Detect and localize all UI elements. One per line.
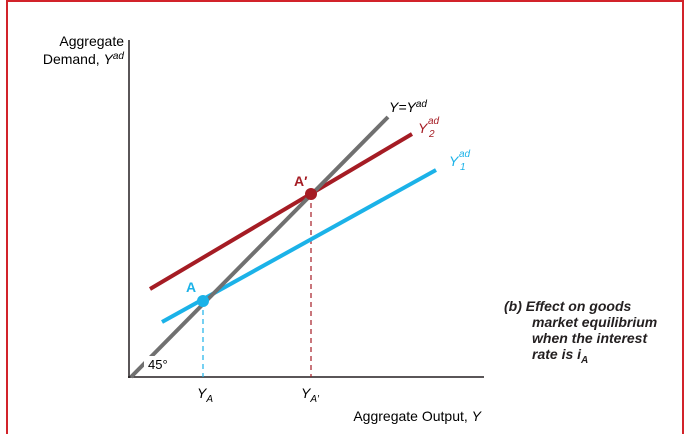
caption-body: market equilibrium when the interest rat… xyxy=(504,314,680,369)
aggregate-demand-line-2 xyxy=(148,132,414,291)
demand-line-2-label-sup: ad xyxy=(428,116,440,127)
y-axis-label-line1: Aggregate xyxy=(59,33,124,49)
demand-line-2-label-sub: 2 xyxy=(428,129,435,140)
equilibrium-point-A-prime xyxy=(305,188,317,200)
tick-label-YA-prime-sub: A′ xyxy=(309,394,320,405)
point-A-label: A xyxy=(186,279,196,295)
frame-top-border xyxy=(6,0,684,2)
tick-label-YA: YA xyxy=(197,385,213,405)
caption-line-3: when the interest xyxy=(532,330,648,346)
45-degree-line xyxy=(129,115,390,379)
frame-left-border xyxy=(6,0,8,434)
y-axis-label-var: Y xyxy=(104,51,115,67)
angle-label: 45° xyxy=(148,357,168,372)
demand-line-1-label: Y xyxy=(449,153,460,169)
caption-line-4-text: rate is xyxy=(532,346,578,362)
tick-label-YA-sub: A xyxy=(205,394,213,405)
x-axis-label-text: Aggregate Output, xyxy=(353,408,471,424)
demand-line-1-label-sub: 1 xyxy=(460,162,466,173)
45-degree-line-label: Y=Yad xyxy=(389,99,427,115)
caption-line-2: market equilibrium xyxy=(532,314,658,330)
y-axis-label-line2: Demand, Yad xyxy=(43,51,125,67)
45-degree-line-label-sup: ad xyxy=(416,99,428,110)
caption-rate-sub: A xyxy=(581,354,589,366)
angle-label-background xyxy=(144,356,177,373)
y-axis-label-sup: ad xyxy=(113,51,125,62)
point-A-prime-label: A′ xyxy=(294,173,308,189)
tick-label-YA-prime-main: Y xyxy=(301,385,312,401)
45-degree-line-label-main: Y=Y xyxy=(389,99,418,115)
caption-rate-var: i xyxy=(577,346,582,362)
x-axis-label: Aggregate Output, Y xyxy=(353,408,482,424)
caption-line-1: (b) Effect on goods xyxy=(504,298,632,314)
demand-line-2-label: Y xyxy=(418,120,429,136)
figure-caption: (b) Effect on goods market equilibrium w… xyxy=(504,298,680,369)
x-axis-label-var: Y xyxy=(472,408,483,424)
tick-label-YA-prime: YA′ xyxy=(301,385,320,405)
tick-label-YA-main: Y xyxy=(197,385,208,401)
y-axis-label-text: Demand, xyxy=(43,51,104,67)
equilibrium-point-A xyxy=(197,295,209,307)
caption-line-4: rate is iA xyxy=(532,346,680,369)
demand-line-1-label-sup: ad xyxy=(459,149,471,160)
frame-right-border xyxy=(682,0,684,434)
